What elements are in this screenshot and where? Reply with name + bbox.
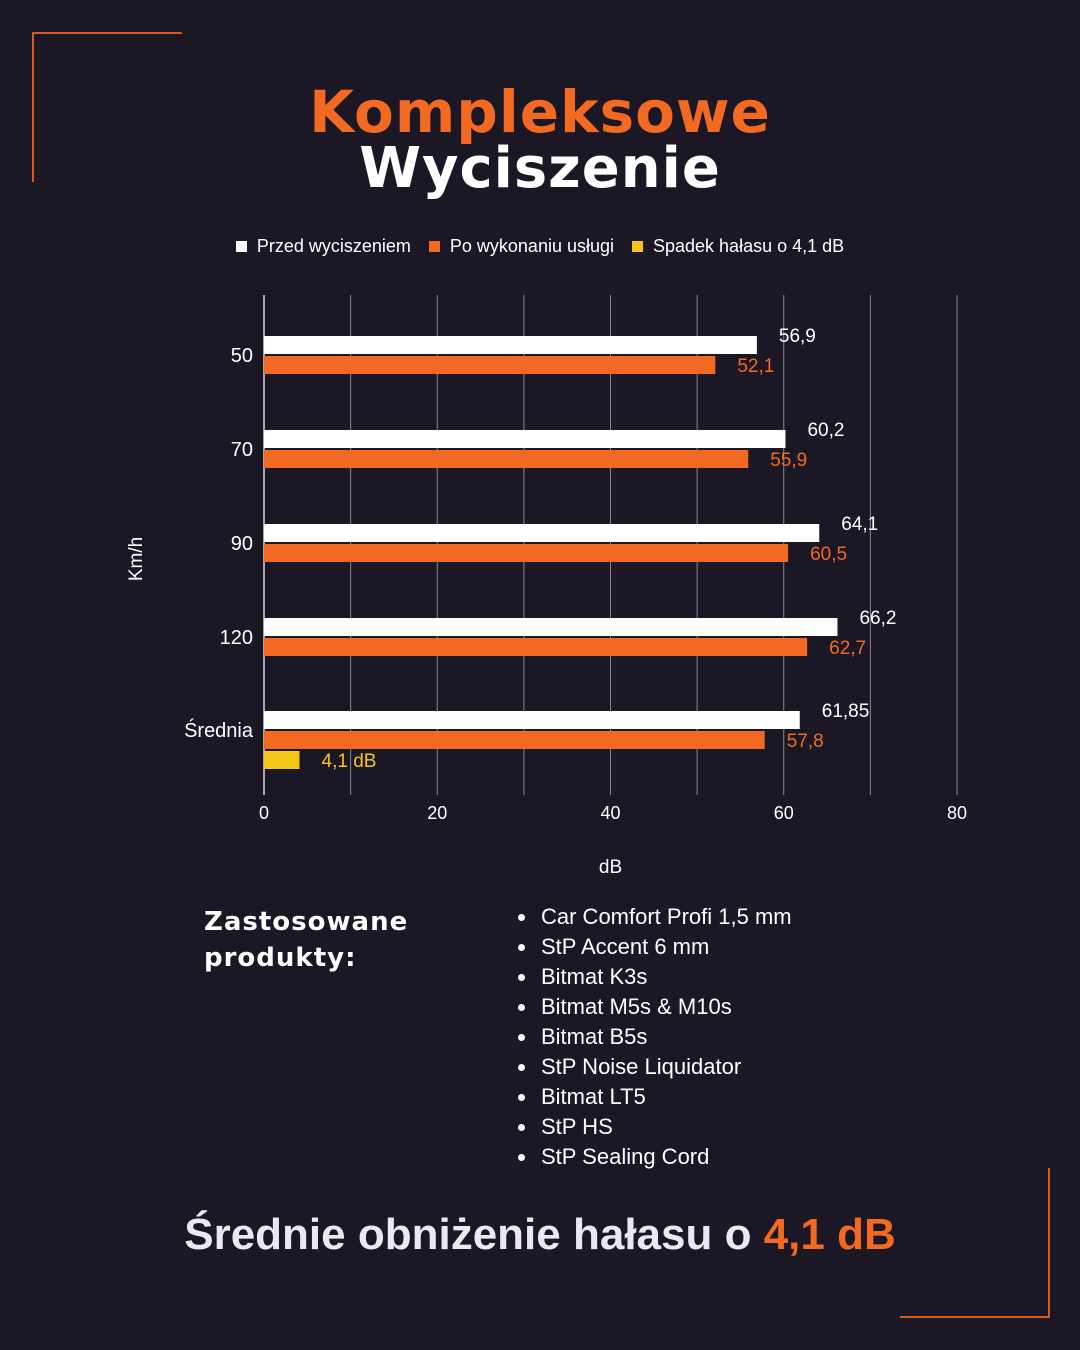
bullet-icon	[518, 1123, 525, 1131]
product-label: Car Comfort Profi 1,5 mm	[541, 904, 792, 929]
product-item: StP Noise Liquidator	[516, 1052, 792, 1082]
category-label: 50	[231, 345, 253, 367]
bar	[264, 618, 838, 636]
bar	[264, 751, 300, 769]
data-label: 64,1	[841, 514, 878, 535]
title-line-2: Wyciszenie	[359, 136, 721, 201]
data-label: 60,2	[807, 420, 844, 441]
bar	[264, 430, 786, 448]
product-label: StP HS	[541, 1114, 613, 1139]
legend-swatch-before	[235, 241, 247, 252]
category-label: 120	[220, 627, 253, 649]
products-heading-line-1: Zastosowane	[204, 907, 409, 937]
y-axis-title: Km/h	[126, 537, 147, 581]
bar	[264, 450, 749, 468]
product-label: StP Noise Liquidator	[541, 1054, 742, 1079]
product-item: Bitmat K3s	[516, 962, 792, 992]
x-tick-label: 40	[600, 803, 620, 823]
x-tick-label: 20	[427, 803, 447, 823]
product-label: StP Accent 6 mm	[541, 934, 710, 959]
legend-item-after: Po wykonaniu usługi	[428, 236, 614, 257]
title-line-1: Kompleksowe	[309, 78, 771, 146]
category-label: Średnia	[184, 718, 254, 742]
corner-frame-bottom-right	[900, 1168, 1050, 1318]
bullet-icon	[518, 973, 525, 981]
product-label: Bitmat LT5	[541, 1084, 646, 1109]
legend-label-before: Przed wyciszeniem	[256, 236, 411, 256]
products-heading: Zastosowane produkty:	[204, 904, 408, 976]
bar	[264, 638, 808, 656]
product-label: Bitmat K3s	[541, 964, 648, 989]
summary-highlight: 4,1 dB	[763, 1210, 896, 1259]
product-item: StP Accent 6 mm	[516, 932, 792, 962]
product-label: Bitmat M5s & M10s	[541, 994, 732, 1019]
bar	[264, 711, 800, 729]
bullet-icon	[518, 1003, 525, 1011]
bar-chart: 0 20 40 60 80 dB Km/h 50 56,952,1 70 60,255,9 90 64,…	[126, 295, 967, 878]
summary-label: Średnie obniżenie hałasu o	[184, 1210, 764, 1259]
product-label: StP Sealing Cord	[541, 1144, 710, 1169]
product-item: Bitmat B5s	[516, 1022, 792, 1052]
legend-label-after: Po wykonaniu usługi	[449, 236, 614, 256]
data-label: 66,2	[859, 608, 896, 629]
x-tick-label: 80	[947, 803, 967, 823]
x-tick-label: 0	[259, 803, 269, 823]
legend-swatch-after	[428, 241, 440, 252]
data-label: 57,8	[787, 731, 824, 752]
legend-item-drop: Spadek hałasu o 4,1 dB	[632, 236, 844, 257]
product-label: Bitmat B5s	[541, 1024, 648, 1049]
bar	[264, 336, 757, 354]
data-label: 60,5	[810, 544, 847, 565]
legend-item-before: Przed wyciszeniem	[235, 236, 411, 257]
summary-text: Średnie obniżenie hałasu o 4,1 dB	[0, 1210, 1080, 1260]
category-label: 70	[231, 439, 253, 461]
legend-label-drop: Spadek hałasu o 4,1 dB	[653, 236, 845, 256]
product-item: Bitmat LT5	[516, 1082, 792, 1112]
products-list: Car Comfort Profi 1,5 mm StP Accent 6 mm B…	[516, 902, 792, 1172]
bullet-icon	[518, 943, 525, 951]
bar	[264, 731, 765, 749]
data-label: 61,85	[822, 701, 870, 722]
data-label: 4,1 dB	[322, 751, 377, 772]
bar	[264, 524, 820, 542]
corner-frame-top-left	[32, 32, 182, 182]
product-item: StP Sealing Cord	[516, 1142, 792, 1172]
x-tick-label: 60	[774, 803, 794, 823]
legend-swatch-drop	[632, 241, 643, 252]
bullet-icon	[518, 1033, 525, 1041]
product-item: Bitmat M5s & M10s	[516, 992, 792, 1022]
bar	[264, 356, 716, 374]
bullet-icon	[518, 1063, 525, 1071]
products-heading-line-2: produkty:	[204, 943, 357, 973]
data-label: 56,9	[779, 326, 816, 347]
product-item: Car Comfort Profi 1,5 mm	[516, 902, 792, 932]
category-label: 90	[231, 533, 253, 555]
bar	[264, 544, 789, 562]
product-item: StP HS	[516, 1112, 792, 1142]
data-label: 55,9	[770, 450, 807, 471]
bullet-icon	[518, 1153, 525, 1161]
data-label: 62,7	[829, 638, 866, 659]
chart-legend: Przed wyciszeniem Po wykonaniu usługi Sp…	[0, 236, 1080, 257]
data-label: 52,1	[737, 356, 774, 377]
x-axis-title: dB	[599, 857, 622, 878]
bullet-icon	[518, 913, 525, 921]
bullet-icon	[518, 1093, 525, 1101]
